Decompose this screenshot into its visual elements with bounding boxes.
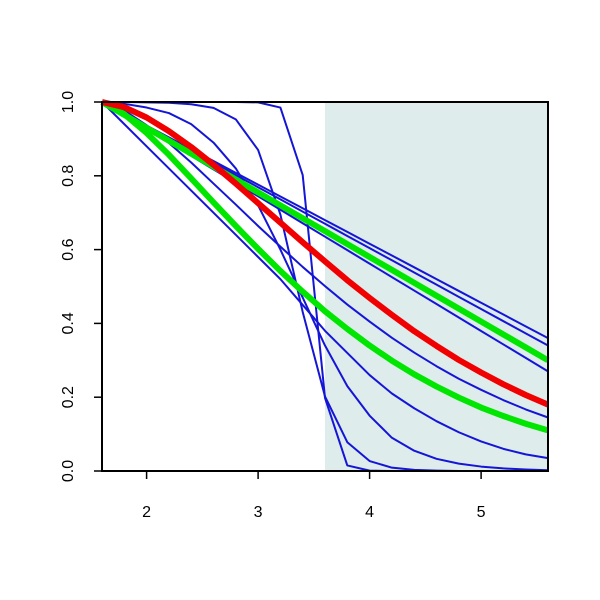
curve bbox=[101, 101, 549, 472]
y-tick-label: 0.8 bbox=[60, 165, 77, 187]
x-tick-label: 3 bbox=[254, 504, 263, 521]
curve bbox=[101, 101, 549, 460]
y-tick-label: 1.0 bbox=[60, 91, 77, 113]
shaded-region bbox=[325, 102, 548, 471]
y-tick-label: 0.4 bbox=[60, 312, 77, 334]
x-tick-label: 5 bbox=[477, 504, 486, 521]
curve bbox=[100, 99, 549, 434]
x-tick-label: 4 bbox=[365, 504, 374, 521]
curve bbox=[101, 101, 549, 419]
y-tick-label: 0.6 bbox=[60, 238, 77, 260]
plot-frame bbox=[101, 101, 549, 472]
y-tick-label: 0.0 bbox=[60, 460, 77, 482]
curve bbox=[100, 99, 550, 363]
x-tick-label: 2 bbox=[142, 504, 151, 521]
y-tick-label: 0.2 bbox=[60, 386, 77, 408]
curve bbox=[101, 101, 549, 340]
curve bbox=[101, 99, 550, 408]
